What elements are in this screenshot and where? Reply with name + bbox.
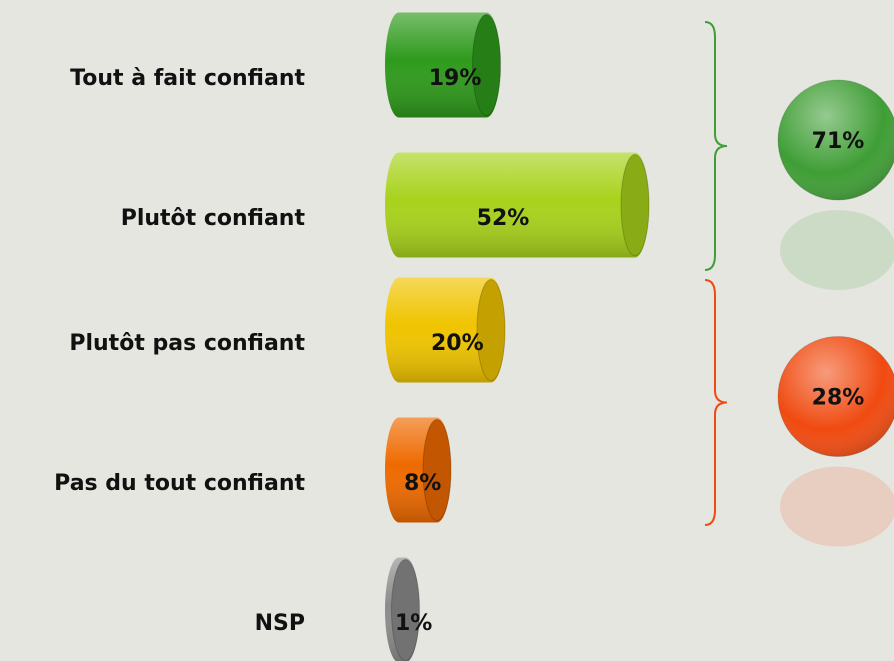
value-label: 8% bbox=[404, 471, 441, 496]
bar-shine bbox=[385, 277, 505, 383]
bar-cap-shade bbox=[391, 559, 420, 661]
category-label: NSP bbox=[255, 611, 305, 636]
bar-shine bbox=[385, 152, 649, 258]
bar bbox=[385, 152, 650, 258]
value-label: 52% bbox=[477, 206, 530, 231]
category-label: Plutôt pas confiant bbox=[69, 331, 305, 356]
bar-cap-shade bbox=[621, 154, 649, 256]
brace bbox=[704, 21, 728, 271]
value-label: 1% bbox=[395, 611, 432, 636]
bar-cap-shade bbox=[477, 279, 505, 381]
bar bbox=[385, 417, 452, 523]
value-label: 19% bbox=[429, 66, 482, 91]
bar-cap bbox=[472, 14, 501, 116]
bar-cap bbox=[422, 419, 452, 521]
bar bbox=[385, 12, 501, 118]
bar-cap bbox=[620, 154, 650, 256]
group-label: 71% bbox=[812, 129, 865, 154]
bar-cap bbox=[476, 279, 506, 381]
bar bbox=[385, 557, 420, 661]
bubble-reflection bbox=[780, 466, 894, 547]
bar-cap-shade bbox=[472, 14, 501, 116]
group-label: 28% bbox=[812, 386, 865, 411]
category-label: Tout à fait confiant bbox=[70, 66, 305, 91]
bubble-reflection bbox=[780, 210, 894, 290]
bar-cap-shade bbox=[423, 419, 451, 521]
value-label: 20% bbox=[431, 331, 484, 356]
bubble-shine bbox=[778, 80, 894, 200]
bubble-shine bbox=[778, 336, 894, 457]
bar-shine bbox=[385, 12, 501, 118]
brace bbox=[704, 279, 728, 526]
category-label: Plutôt confiant bbox=[121, 206, 306, 231]
bar bbox=[385, 277, 506, 383]
category-label: Pas du tout confiant bbox=[54, 471, 305, 496]
